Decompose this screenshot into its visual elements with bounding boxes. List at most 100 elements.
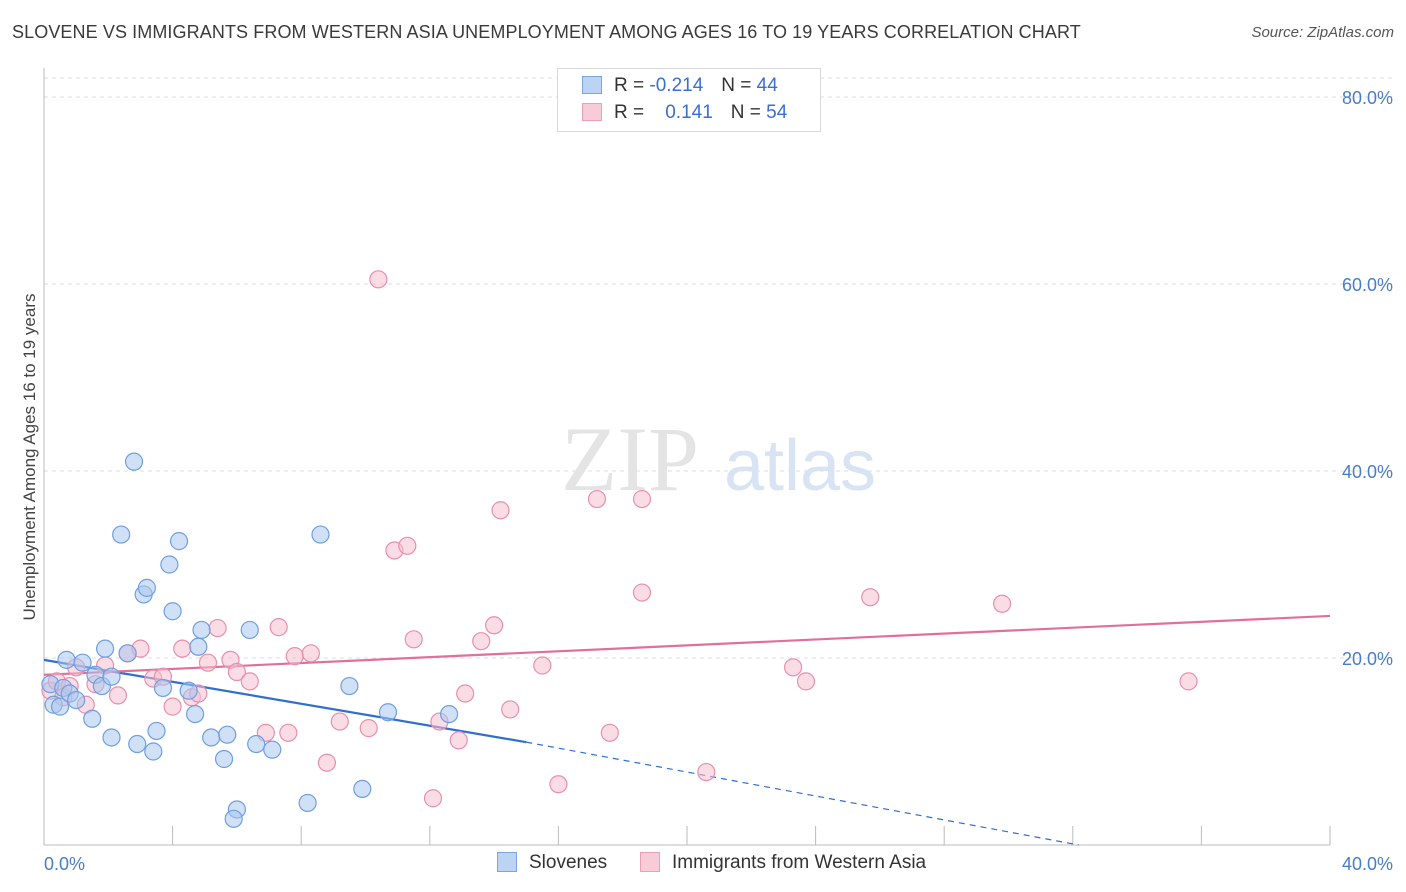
trendline-slovenes — [43, 658, 527, 744]
point-immigrants — [369, 270, 388, 289]
point-immigrants — [330, 712, 349, 731]
point-slovenes — [67, 690, 86, 710]
point-slovenes — [214, 749, 234, 769]
point-immigrants — [285, 647, 304, 666]
point-immigrants — [1179, 672, 1198, 691]
point-immigrants — [587, 489, 607, 509]
point-immigrants — [404, 630, 423, 649]
point-immigrants — [317, 753, 337, 772]
point-immigrants — [423, 789, 443, 808]
trendlines — [43, 614, 1331, 846]
tick-labels: 20.0% 40.0% 60.0% 80.0% 0.0% 40.0% — [44, 88, 1393, 874]
point-immigrants — [301, 644, 320, 663]
point-immigrants — [501, 700, 520, 719]
point-immigrants — [533, 656, 552, 675]
legend-item-immigrants: Immigrants from Western Asia — [640, 852, 926, 874]
watermark-zip: ZIP — [561, 408, 699, 510]
point-immigrants — [485, 616, 504, 635]
point-slovenes — [147, 721, 166, 741]
point-slovenes — [263, 740, 282, 759]
chart-title: SLOVENE VS IMMIGRANTS FROM WESTERN ASIA … — [12, 22, 1081, 42]
point-immigrants — [796, 672, 816, 691]
legend-r-value: -0.214 — [649, 75, 704, 96]
point-slovenes — [340, 676, 359, 696]
point-immigrants — [600, 723, 619, 742]
point-immigrants — [227, 662, 246, 682]
trendline-slovenes-extension — [526, 741, 1079, 846]
legend-n-value: 44 — [756, 75, 778, 96]
legend-row-slovenes: R = -0.214 N = 44 — [582, 75, 778, 99]
point-slovenes — [163, 602, 182, 621]
y-tick-label: 60.0% — [1342, 275, 1393, 295]
point-slovenes — [57, 650, 76, 669]
point-slovenes — [240, 620, 259, 640]
point-immigrants — [173, 639, 192, 658]
y-axis-label: Unemployment Among Ages 16 to 19 years — [20, 294, 39, 621]
point-immigrants — [108, 686, 128, 705]
point-immigrants — [449, 731, 468, 750]
legend-n-value: 54 — [766, 102, 788, 123]
point-immigrants — [359, 719, 378, 738]
legend-swatch-pink — [640, 852, 660, 872]
y-tick-label: 80.0% — [1342, 88, 1393, 108]
legend-r-value: 0.141 — [665, 102, 713, 123]
series-legend: Slovenes Immigrants from Western Asia — [0, 852, 1406, 878]
source-credit: Source: ZipAtlas.com — [1251, 24, 1394, 41]
legend-row-immigrants: R = 0.141 N = 54 — [582, 102, 787, 126]
point-slovenes — [247, 734, 266, 754]
trendline-immigrants — [43, 614, 1331, 676]
point-slovenes — [353, 779, 372, 799]
point-slovenes — [144, 742, 163, 761]
point-slovenes — [218, 725, 237, 744]
point-slovenes — [169, 532, 189, 551]
legend-item-slovenes: Slovenes — [497, 852, 607, 874]
point-immigrants — [992, 594, 1012, 613]
point-immigrants — [163, 697, 182, 716]
grid-lines — [44, 77, 1392, 659]
point-slovenes — [102, 667, 121, 686]
point-slovenes — [50, 697, 70, 716]
point-immigrants — [240, 672, 259, 691]
point-immigrants — [549, 775, 568, 794]
point-slovenes — [378, 703, 398, 722]
point-slovenes — [118, 644, 137, 663]
point-immigrants — [208, 618, 227, 638]
y-tick-label: 40.0% — [1342, 462, 1393, 482]
point-slovenes — [137, 578, 156, 597]
point-slovenes — [224, 809, 243, 828]
point-slovenes — [83, 709, 102, 728]
point-slovenes — [202, 728, 221, 747]
y-tick-label: 20.0% — [1342, 649, 1393, 669]
legend: R = -0.214 N = 44 R = 0.141 N = 54 — [557, 68, 821, 132]
x-tick-label: 40.0% — [1342, 854, 1393, 874]
point-slovenes — [160, 555, 179, 574]
point-immigrants — [456, 684, 475, 703]
legend-swatch-pink — [582, 103, 602, 121]
point-immigrants — [398, 536, 417, 555]
legend-swatch-blue — [582, 76, 602, 94]
point-immigrants — [783, 658, 803, 677]
legend-swatch-blue — [497, 852, 517, 872]
point-slovenes — [298, 793, 317, 813]
point-slovenes — [124, 452, 144, 471]
axes — [43, 68, 1331, 846]
point-immigrants — [697, 762, 716, 782]
point-slovenes — [153, 678, 173, 698]
point-immigrants — [269, 618, 288, 637]
point-slovenes — [95, 639, 115, 658]
point-slovenes — [102, 728, 121, 747]
watermark: ZIP atlas — [561, 408, 876, 510]
point-immigrants — [861, 588, 880, 607]
point-slovenes — [73, 653, 92, 672]
watermark-atlas: atlas — [724, 426, 876, 506]
point-slovenes — [189, 637, 208, 656]
point-slovenes — [112, 525, 131, 544]
point-slovenes — [186, 704, 205, 724]
point-immigrants — [279, 723, 298, 742]
point-slovenes — [439, 704, 459, 724]
point-immigrants — [198, 653, 218, 672]
x-tick-label: 0.0% — [44, 854, 85, 874]
point-slovenes — [192, 620, 211, 640]
point-immigrants — [632, 583, 652, 602]
